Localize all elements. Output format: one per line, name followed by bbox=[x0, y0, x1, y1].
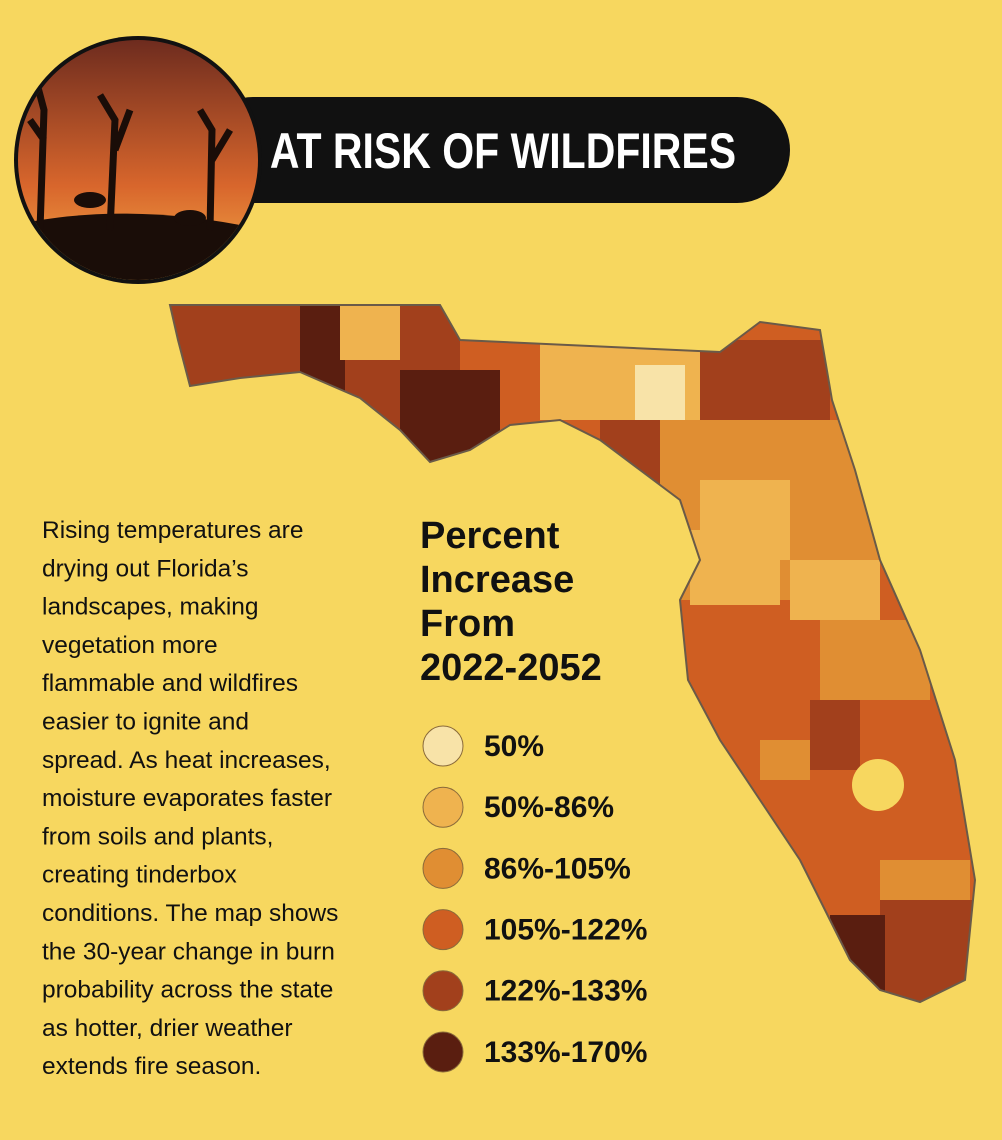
header-icon bbox=[18, 40, 258, 280]
description-line: spread. As heat increases, bbox=[42, 747, 331, 774]
legend-label: 122%-133% bbox=[484, 975, 647, 1008]
legend-label: 86%-105% bbox=[484, 852, 631, 885]
description: Rising temperatures are drying out Florid… bbox=[42, 517, 338, 1080]
legend-swatch bbox=[422, 970, 464, 1012]
legend-label: 50%-86% bbox=[484, 791, 614, 824]
description-line: probability across the state bbox=[42, 977, 333, 1004]
legend-swatch bbox=[422, 786, 464, 828]
description-line: vegetation more bbox=[42, 632, 218, 659]
legend-swatch bbox=[422, 725, 464, 767]
description-line: creating tinderbox bbox=[42, 862, 237, 889]
description-line: flammable and wildfires bbox=[42, 670, 298, 697]
legend-title-line: Increase bbox=[420, 559, 574, 601]
legend-title-line: Percent bbox=[420, 515, 560, 557]
description-line: extends fire season. bbox=[42, 1053, 261, 1080]
title-banner bbox=[200, 97, 790, 203]
description-line: as hotter, drier weather bbox=[42, 1015, 293, 1042]
legend-title-line: From bbox=[420, 603, 515, 645]
legend-label: 50% bbox=[484, 730, 544, 763]
legend-title-line: 2022-2052 bbox=[420, 647, 602, 689]
legend-swatch bbox=[422, 909, 464, 951]
legend-swatch bbox=[422, 1031, 464, 1073]
legend-swatch bbox=[422, 847, 464, 889]
description-line: landscapes, making bbox=[42, 594, 259, 621]
legend-label: 105%-122% bbox=[484, 914, 647, 947]
page-title: AT RISK OF WILDFIRES bbox=[270, 123, 736, 179]
description-line: Rising temperatures are bbox=[42, 517, 303, 544]
legend-label: 133%-170% bbox=[484, 1036, 647, 1069]
description-line: easier to ignite and bbox=[42, 709, 249, 736]
description-line: from soils and plants, bbox=[42, 823, 274, 850]
description-line: drying out Florida’s bbox=[42, 555, 249, 582]
description-line: the 30-year change in burn bbox=[42, 938, 335, 965]
description-line: moisture evaporates faster bbox=[42, 785, 332, 812]
description-line: conditions. The map shows bbox=[42, 900, 338, 927]
